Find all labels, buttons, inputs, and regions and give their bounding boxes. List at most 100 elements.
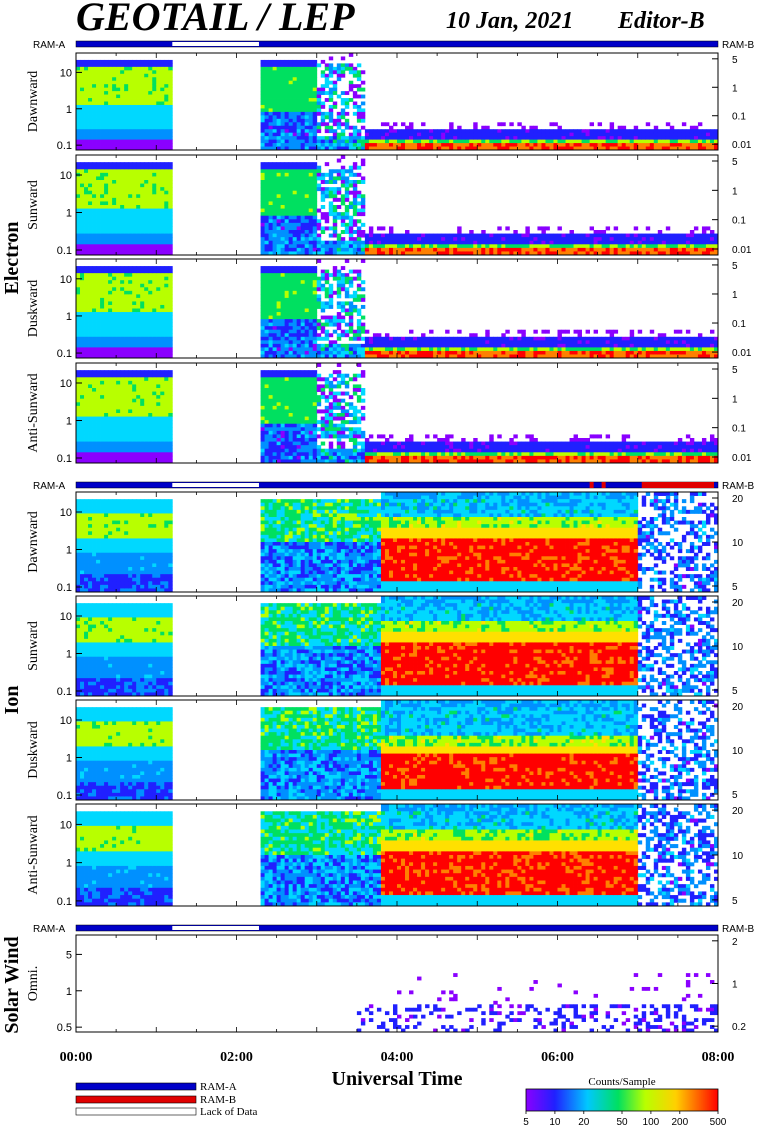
heatmap-cell [273,312,277,316]
heatmap-cell [489,143,493,147]
heatmap-cell [277,333,281,337]
heatmap-cell [277,344,281,348]
heatmap-cell [88,298,92,302]
heatmap-cell [76,226,80,230]
heatmap-cell [445,133,449,137]
heatmap-cell [293,234,297,238]
heatmap-cell [144,301,148,305]
heatmap-cell [670,241,674,245]
heatmap-cell [361,140,365,144]
heatmap-cell [397,347,401,351]
heatmap-cell [305,180,309,184]
heatmap-cell [313,212,317,216]
heatmap-cell [269,347,273,351]
heatmap-cell [132,140,136,144]
heatmap-cell [168,63,172,67]
heatmap-cell [108,81,112,85]
heatmap-cell [429,133,433,137]
heatmap-cell [144,173,148,177]
heatmap-cell [116,351,120,355]
heatmap-cell [389,244,393,248]
heatmap-cell [104,176,108,180]
heatmap-cell [537,140,541,144]
heatmap-cell [309,340,313,344]
heatmap-cell [277,205,281,209]
heatmap-cell [389,234,393,238]
heatmap-cell [622,133,626,137]
heatmap-cell [144,198,148,202]
heatmap-cell [337,187,341,191]
heatmap-cell [148,212,152,216]
heatmap-cell [168,105,172,109]
heatmap-cell [120,241,124,245]
heatmap-cell [501,244,505,248]
heatmap-cell [144,70,148,74]
heatmap-cell [104,284,108,288]
heatmap-cell [88,173,92,177]
heatmap-cell [329,305,333,309]
heatmap-cell [297,226,301,230]
heatmap-cell [277,63,281,67]
heatmap-cell [301,280,305,284]
heatmap-cell [140,133,144,137]
heatmap-cell [132,298,136,302]
heatmap-cell [658,241,662,245]
heatmap-cell [265,209,269,213]
heatmap-cell [309,316,313,320]
heatmap-cell [88,309,92,313]
heatmap-cell [156,212,160,216]
heatmap-cell [449,133,453,137]
heatmap-cell [88,244,92,248]
heatmap-cell [305,74,309,78]
heatmap-cell [285,266,289,270]
heatmap-cell [309,205,313,209]
heatmap-cell [409,133,413,137]
heatmap-cell [281,273,285,277]
heatmap-cell [160,319,164,323]
heatmap-cell [112,330,116,334]
heatmap-cell [80,337,84,341]
heatmap-cell [148,98,152,102]
heatmap-cell [92,291,96,295]
heatmap-cell [104,230,108,234]
heatmap-cell [112,212,116,216]
heatmap-cell [349,84,353,88]
heatmap-cell [469,337,473,341]
heatmap-cell [76,223,80,227]
heatmap-cell [369,136,373,140]
heatmap-cell [445,340,449,344]
heatmap-cell [136,234,140,238]
heatmap-cell [309,60,313,64]
heatmap-cell [333,347,337,351]
heatmap-cell [337,277,341,281]
heatmap-cell [132,351,136,355]
heatmap-cell [357,312,361,316]
heatmap-cell [417,234,421,238]
heatmap-cell [666,136,670,140]
heatmap-cell [128,140,132,144]
heatmap-cell [602,136,606,140]
heatmap-cell [309,216,313,220]
heatmap-cell [505,140,509,144]
heatmap-cell [301,287,305,291]
heatmap-cell [453,351,457,355]
heatmap-cell [373,143,377,147]
heatmap-cell [562,133,566,137]
heatmap-cell [481,133,485,137]
heatmap-cell [549,143,553,147]
heatmap-cell [297,301,301,305]
heatmap-cell [100,198,104,202]
heatmap-cell [144,237,148,241]
heatmap-cell [650,248,654,252]
heatmap-cell [594,237,598,241]
heatmap-cell [321,60,325,64]
heatmap-cell [445,136,449,140]
heatmap-cell [461,234,465,238]
heatmap-cell [481,136,485,140]
heatmap-cell [88,337,92,341]
heatmap-cell [606,133,610,137]
heatmap-cell [285,330,289,334]
heatmap-cell [128,294,132,298]
heatmap-cell [570,237,574,241]
heatmap-cell [686,241,690,245]
